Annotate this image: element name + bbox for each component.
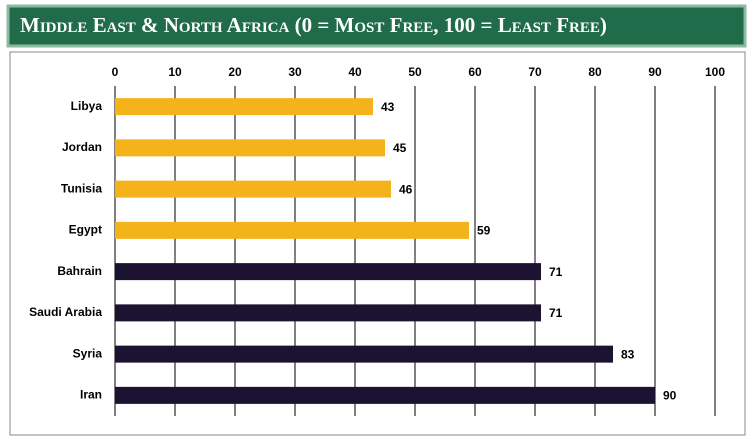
bar [115,263,541,281]
x-tick-label: 60 [468,65,482,79]
bar [115,386,655,404]
x-tick-label: 40 [348,65,362,79]
data-label: 43 [381,100,395,114]
chart-title: Middle East & North Africa (0 = Most Fre… [20,13,607,37]
chart-frame [9,51,746,436]
data-label: 90 [663,389,677,403]
data-label: 45 [393,141,407,155]
y-tick-label: Iran [80,388,102,402]
y-tick-label: Libya [71,99,103,113]
bar [115,139,385,157]
bar [115,180,391,198]
bar [115,304,541,322]
x-tick-label: 100 [705,65,725,79]
x-tick-label: 90 [648,65,662,79]
y-tick-label: Jordan [62,140,102,154]
title-banner [6,4,747,48]
y-tick-label: Saudi Arabia [29,305,102,319]
x-tick-label: 50 [408,65,422,79]
y-tick-label: Tunisia [61,181,102,195]
x-tick-label: 30 [288,65,302,79]
data-label: 71 [549,265,563,279]
x-tick-label: 0 [112,65,119,79]
y-tick-label: Bahrain [57,264,102,278]
y-tick-label: Syria [73,346,103,360]
data-label: 59 [477,224,491,238]
bar [115,221,469,239]
x-tick-label: 80 [588,65,602,79]
data-label: 83 [621,347,635,361]
bar [115,98,373,116]
bar [115,345,613,363]
x-tick-label: 10 [168,65,182,79]
x-tick-label: 70 [528,65,542,79]
data-label: 46 [399,182,413,196]
data-label: 71 [549,306,563,320]
x-tick-label: 20 [228,65,242,79]
y-tick-label: Egypt [69,223,102,237]
